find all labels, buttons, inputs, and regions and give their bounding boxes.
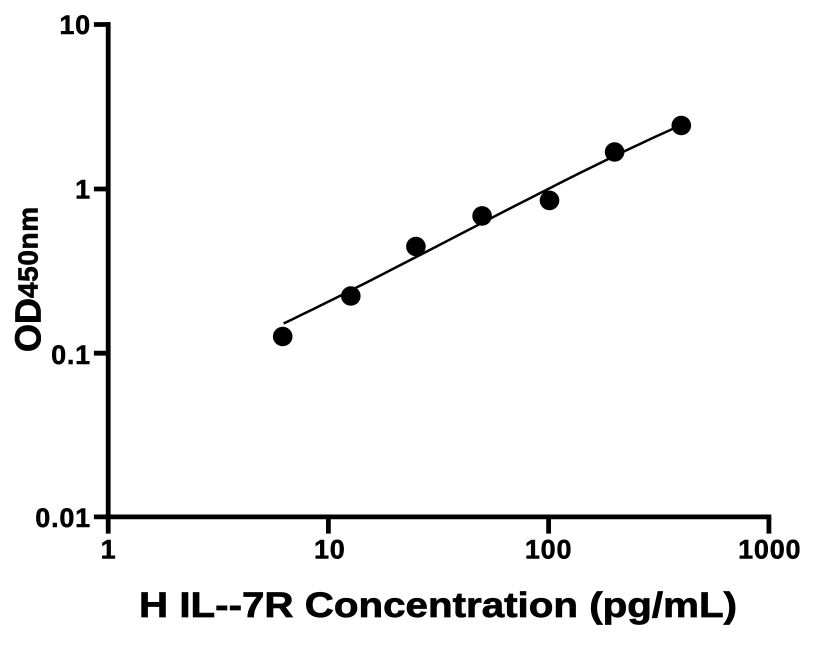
svg-text:0.1: 0.1 (51, 340, 91, 370)
svg-text:1: 1 (75, 175, 91, 205)
svg-text:OD450nm: OD450nm (8, 206, 49, 352)
svg-text:10: 10 (59, 10, 91, 40)
svg-text:1000: 1000 (738, 534, 801, 564)
svg-text:1: 1 (101, 534, 117, 564)
svg-text:100: 100 (525, 534, 572, 564)
svg-text:10: 10 (314, 534, 346, 564)
svg-text:0.01: 0.01 (35, 503, 91, 533)
svg-text:H IL--7R Concentration (pg/mL): H IL--7R Concentration (pg/mL) (139, 586, 737, 625)
